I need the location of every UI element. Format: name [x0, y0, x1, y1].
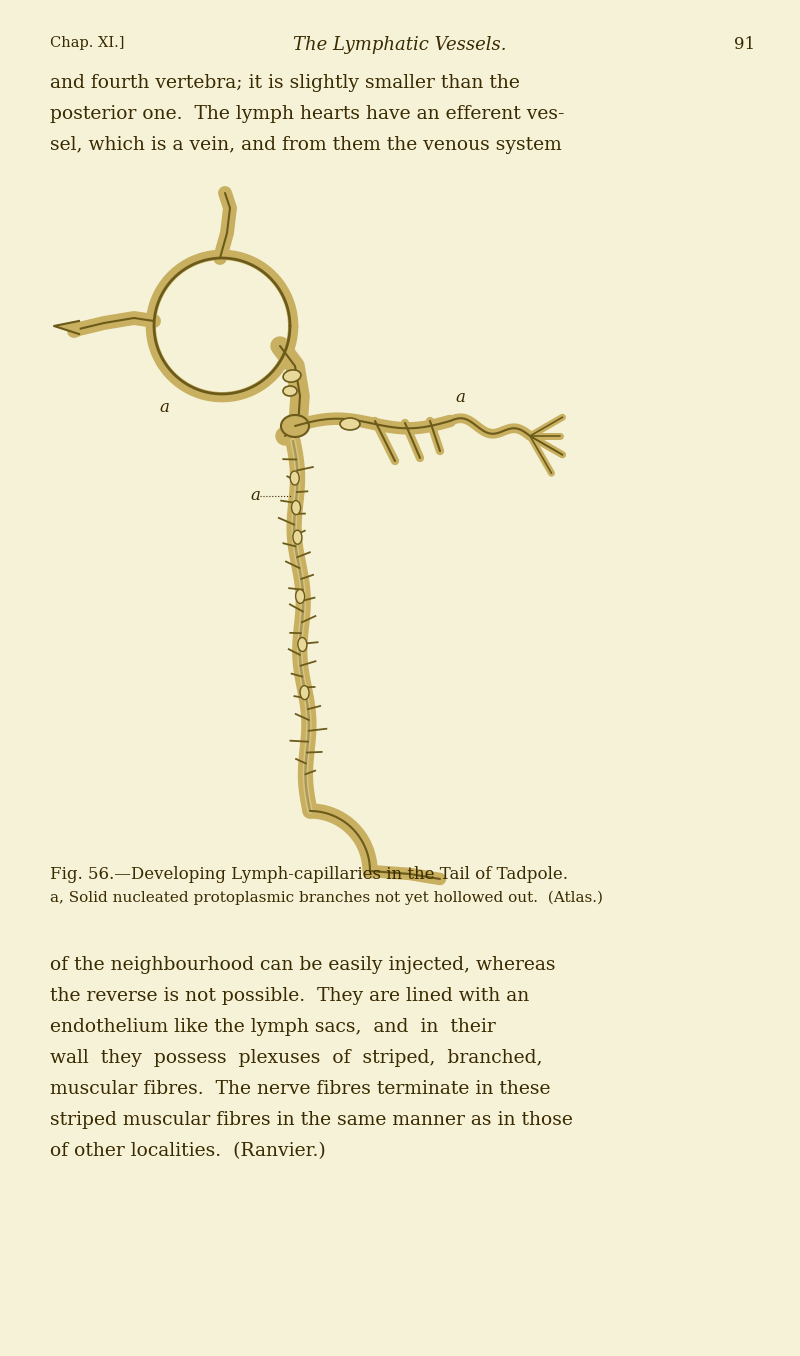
Text: endothelium like the lymph sacs,  and  in  their: endothelium like the lymph sacs, and in … [50, 1018, 496, 1036]
Ellipse shape [290, 471, 299, 485]
Text: of the neighbourhood can be easily injected, whereas: of the neighbourhood can be easily injec… [50, 956, 555, 974]
Text: a: a [455, 389, 465, 405]
Ellipse shape [156, 260, 288, 392]
Text: posterior one.  The lymph hearts have an efferent ves-: posterior one. The lymph hearts have an … [50, 104, 565, 123]
Text: striped muscular fibres in the same manner as in those: striped muscular fibres in the same mann… [50, 1111, 573, 1130]
Ellipse shape [300, 686, 309, 700]
Text: a, Solid nucleated protoplasmic branches not yet hollowed out.  (Atlas.): a, Solid nucleated protoplasmic branches… [50, 891, 603, 906]
Text: Fig. 56.—Developing Lymph-capillaries in the Tail of Tadpole.: Fig. 56.—Developing Lymph-capillaries in… [50, 866, 568, 883]
Text: a: a [159, 399, 169, 416]
Ellipse shape [281, 415, 309, 437]
Text: sel, which is a vein, and from them the venous system: sel, which is a vein, and from them the … [50, 136, 562, 155]
Text: a: a [250, 488, 260, 504]
Text: and fourth vertebra; it is slightly smaller than the: and fourth vertebra; it is slightly smal… [50, 75, 520, 92]
Ellipse shape [283, 370, 301, 382]
Ellipse shape [293, 530, 302, 544]
Ellipse shape [291, 500, 301, 514]
Text: of other localities.  (Ranvier.): of other localities. (Ranvier.) [50, 1142, 326, 1159]
Text: Chap. XI.]: Chap. XI.] [50, 37, 125, 50]
Text: wall  they  possess  plexuses  of  striped,  branched,: wall they possess plexuses of striped, b… [50, 1050, 542, 1067]
Polygon shape [54, 321, 79, 334]
Text: 91: 91 [734, 37, 755, 53]
Ellipse shape [296, 590, 305, 603]
Ellipse shape [340, 418, 360, 430]
Text: The Lymphatic Vessels.: The Lymphatic Vessels. [294, 37, 506, 54]
Text: the reverse is not possible.  They are lined with an: the reverse is not possible. They are li… [50, 987, 530, 1005]
Ellipse shape [298, 637, 307, 651]
Ellipse shape [283, 386, 297, 396]
Text: muscular fibres.  The nerve fibres terminate in these: muscular fibres. The nerve fibres termin… [50, 1079, 550, 1098]
